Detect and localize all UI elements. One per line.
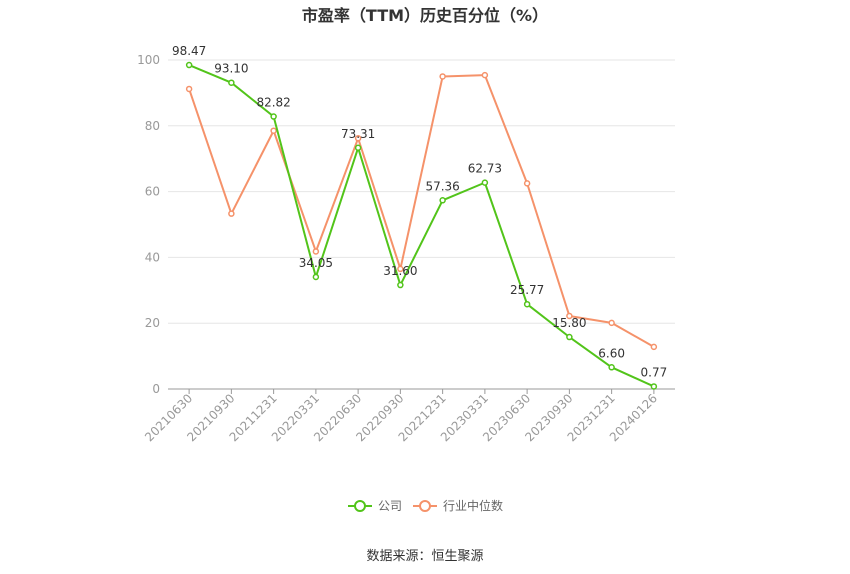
- data-label: 62.73: [468, 162, 502, 176]
- y-tick-label: 40: [145, 250, 160, 264]
- series-point-company[interactable]: [439, 197, 446, 204]
- data-label: 6.60: [598, 346, 625, 360]
- axes: 0204060801002021063020210930202112312022…: [137, 53, 675, 444]
- series-point-company[interactable]: [650, 383, 658, 390]
- data-label: 34.05: [299, 256, 333, 270]
- series-point-industry[interactable]: [481, 71, 489, 79]
- series-point-company[interactable]: [608, 364, 615, 371]
- series-point-company[interactable]: [228, 79, 235, 86]
- y-tick-label: 100: [137, 53, 160, 67]
- grid: [168, 59, 675, 324]
- legend[interactable]: 公司 行业中位数: [348, 498, 503, 513]
- data-label: 57.36: [425, 179, 459, 193]
- series: [185, 61, 658, 390]
- y-tick-label: 80: [145, 119, 160, 133]
- legend-marker-company: [354, 500, 366, 512]
- series-point-company[interactable]: [523, 300, 531, 308]
- data-label: 98.47: [172, 44, 206, 58]
- y-tick-label: 0: [152, 382, 160, 396]
- y-tick-label: 20: [145, 316, 160, 330]
- legend-marker-industry: [419, 500, 431, 512]
- series-point-company[interactable]: [185, 61, 193, 69]
- series-point-industry[interactable]: [185, 85, 193, 93]
- series-point-company[interactable]: [270, 113, 277, 120]
- chart-title: 市盈率（TTM）历史百分位（%）: [302, 6, 548, 25]
- data-labels: 98.47 93.10 82.82 34.05 73.31 31.60 57.36 62.73…: [172, 44, 667, 379]
- data-label: 93.10: [214, 62, 248, 76]
- series-point-industry[interactable]: [608, 319, 615, 327]
- data-label: 73.31: [341, 127, 375, 141]
- source-note: 数据来源：恒生聚源: [366, 549, 483, 564]
- data-label: 82.82: [256, 96, 290, 110]
- series-point-industry[interactable]: [650, 343, 658, 351]
- series-line-industry: [188, 74, 655, 348]
- y-tick-label: 60: [145, 185, 160, 199]
- legend-item-company[interactable]: 公司: [348, 499, 402, 513]
- series-point-industry[interactable]: [312, 248, 320, 255]
- series-point-company[interactable]: [566, 333, 573, 341]
- series-point-industry[interactable]: [228, 210, 235, 217]
- data-label: 15.80: [552, 316, 586, 330]
- data-label: 0.77: [641, 365, 668, 379]
- series-point-company[interactable]: [354, 144, 362, 152]
- data-label: 31.60: [383, 264, 417, 278]
- series-point-company[interactable]: [481, 179, 489, 186]
- series-point-industry[interactable]: [270, 127, 277, 134]
- series-point-industry[interactable]: [354, 135, 362, 142]
- series-point-company[interactable]: [312, 273, 320, 281]
- series-point-industry[interactable]: [523, 180, 531, 187]
- legend-item-industry[interactable]: 行业中位数: [413, 498, 503, 513]
- series-line-company: [188, 64, 655, 388]
- series-point-industry[interactable]: [397, 265, 404, 273]
- series-point-industry[interactable]: [439, 73, 446, 80]
- data-label: 25.77: [510, 283, 544, 297]
- series-point-industry[interactable]: [566, 312, 573, 320]
- legend-label-company: 公司: [378, 499, 402, 513]
- legend-label-industry: 行业中位数: [443, 498, 503, 513]
- series-point-company[interactable]: [397, 281, 404, 289]
